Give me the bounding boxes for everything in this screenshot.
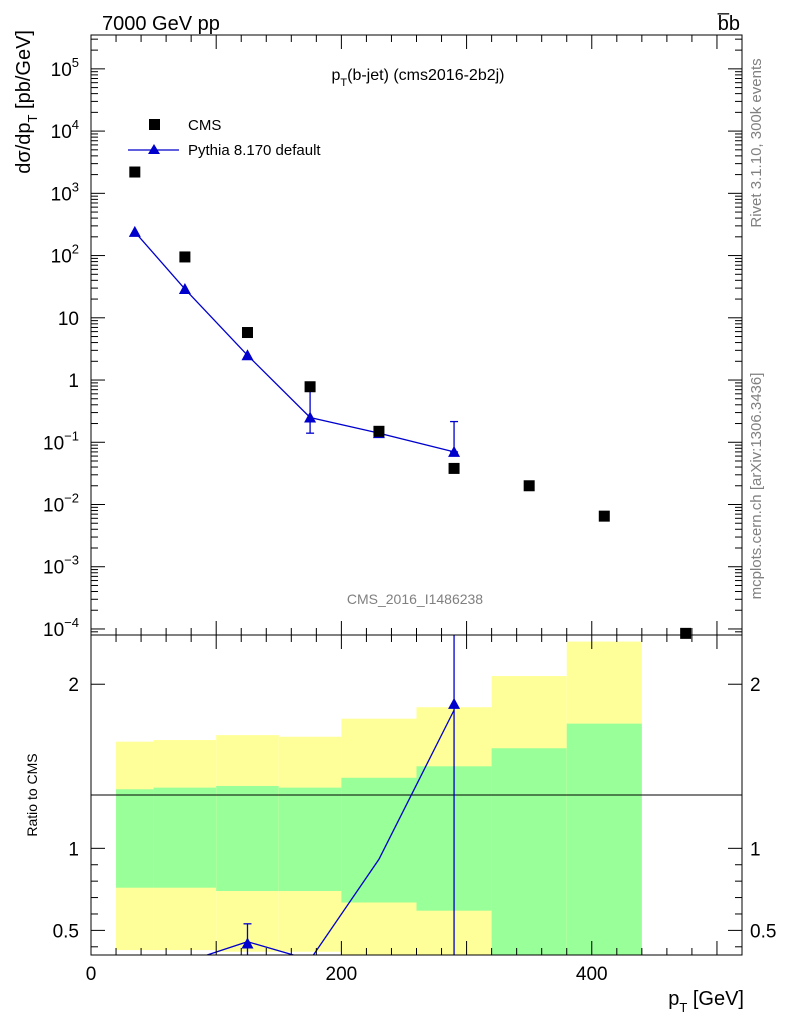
cms-point xyxy=(448,462,460,474)
legend-pythia-marker xyxy=(148,144,160,154)
inner-band xyxy=(278,787,342,891)
ratio-series-group xyxy=(205,635,461,955)
ratio-y-tick-label-right: 1 xyxy=(750,839,761,860)
y-tick-label: 10−1 xyxy=(43,428,79,454)
cms-point xyxy=(179,251,191,263)
pythia-point xyxy=(128,225,141,237)
ratio-axis-label: Ratio to CMS xyxy=(24,753,40,836)
x-axis-label: pT [GeV] xyxy=(668,988,744,1015)
inner-band xyxy=(116,789,154,888)
legend-cms-label: CMS xyxy=(188,117,221,134)
cms-point xyxy=(373,425,385,437)
y-tick-label: 102 xyxy=(51,242,79,268)
ratio-series xyxy=(205,635,461,955)
ratio-y-tick-label: 0.5 xyxy=(53,921,79,942)
cms-point xyxy=(304,381,316,393)
pythia-point xyxy=(178,283,191,295)
y-tick-label: 1 xyxy=(68,371,79,392)
y-tick-label: 104 xyxy=(51,117,79,143)
top-ticks xyxy=(90,35,743,636)
top-series xyxy=(128,166,692,639)
pythia-point xyxy=(304,411,317,423)
inner-band xyxy=(341,777,417,903)
y-tick-label: 10−2 xyxy=(43,491,79,517)
bottom-ticks: 0 200 400 0.5 0.5 1 1 2 2 xyxy=(53,635,776,985)
x-tick-label: 400 xyxy=(576,964,608,985)
inner-band xyxy=(216,785,279,891)
process-label: b̅b xyxy=(717,12,740,35)
y-tick-label: 103 xyxy=(51,179,79,205)
uncertainty-bands xyxy=(116,641,642,955)
x-tick-label: 0 xyxy=(86,964,97,985)
ratio-y-tick-label: 2 xyxy=(68,675,79,696)
y-tick-label: 10 xyxy=(58,309,79,330)
mcplots-label: mcplots.cern.ch [arXiv:1306.3436] xyxy=(748,373,765,600)
ratio-point xyxy=(241,937,254,949)
legend-cms-marker xyxy=(149,119,160,130)
top-panel: CMS_2016_I1486238 10510410310210110−110−… xyxy=(13,30,743,641)
legend-pythia-label: Pythia 8.170 default xyxy=(188,142,321,159)
inner-band xyxy=(491,748,567,955)
ratio-y-tick-label-right: 0.5 xyxy=(750,921,776,942)
y-tick-label: 10−4 xyxy=(43,615,79,641)
pythia-line xyxy=(134,231,455,453)
cms-point xyxy=(241,327,253,339)
analysis-watermark: CMS_2016_I1486238 xyxy=(347,591,483,607)
rivet-label: Rivet 3.1.10, 300k events xyxy=(748,58,765,227)
x-tick-label: 200 xyxy=(326,964,358,985)
ratio-y-tick-label: 1 xyxy=(68,839,79,860)
cms-point xyxy=(129,166,141,178)
y-axis-label: dσ/dpT [pb/GeV] xyxy=(13,30,40,174)
cms-point xyxy=(680,627,692,639)
top-title: pT(b-jet) (cms2016-2b2j) xyxy=(331,67,504,89)
ratio-point xyxy=(448,697,461,709)
y-tick-label: 10−3 xyxy=(43,553,79,579)
bottom-panel: 0 200 400 0.5 0.5 1 1 2 2 Ratio to CMS pT [GeV] xyxy=(24,634,776,1015)
pythia-point xyxy=(448,445,461,457)
y-tick-label: 105 xyxy=(51,55,79,81)
inner-band xyxy=(153,787,217,888)
cms-point xyxy=(598,510,610,522)
legend: CMS Pythia 8.170 default xyxy=(128,117,321,159)
bottom-frame xyxy=(90,634,743,956)
cms-point xyxy=(523,480,535,492)
ratio-y-tick-label-right: 2 xyxy=(750,675,761,696)
ratio-line xyxy=(205,709,455,955)
inner-band xyxy=(566,723,642,955)
energy-label: 7000 GeV pp xyxy=(102,13,220,35)
pythia-point xyxy=(241,349,254,361)
